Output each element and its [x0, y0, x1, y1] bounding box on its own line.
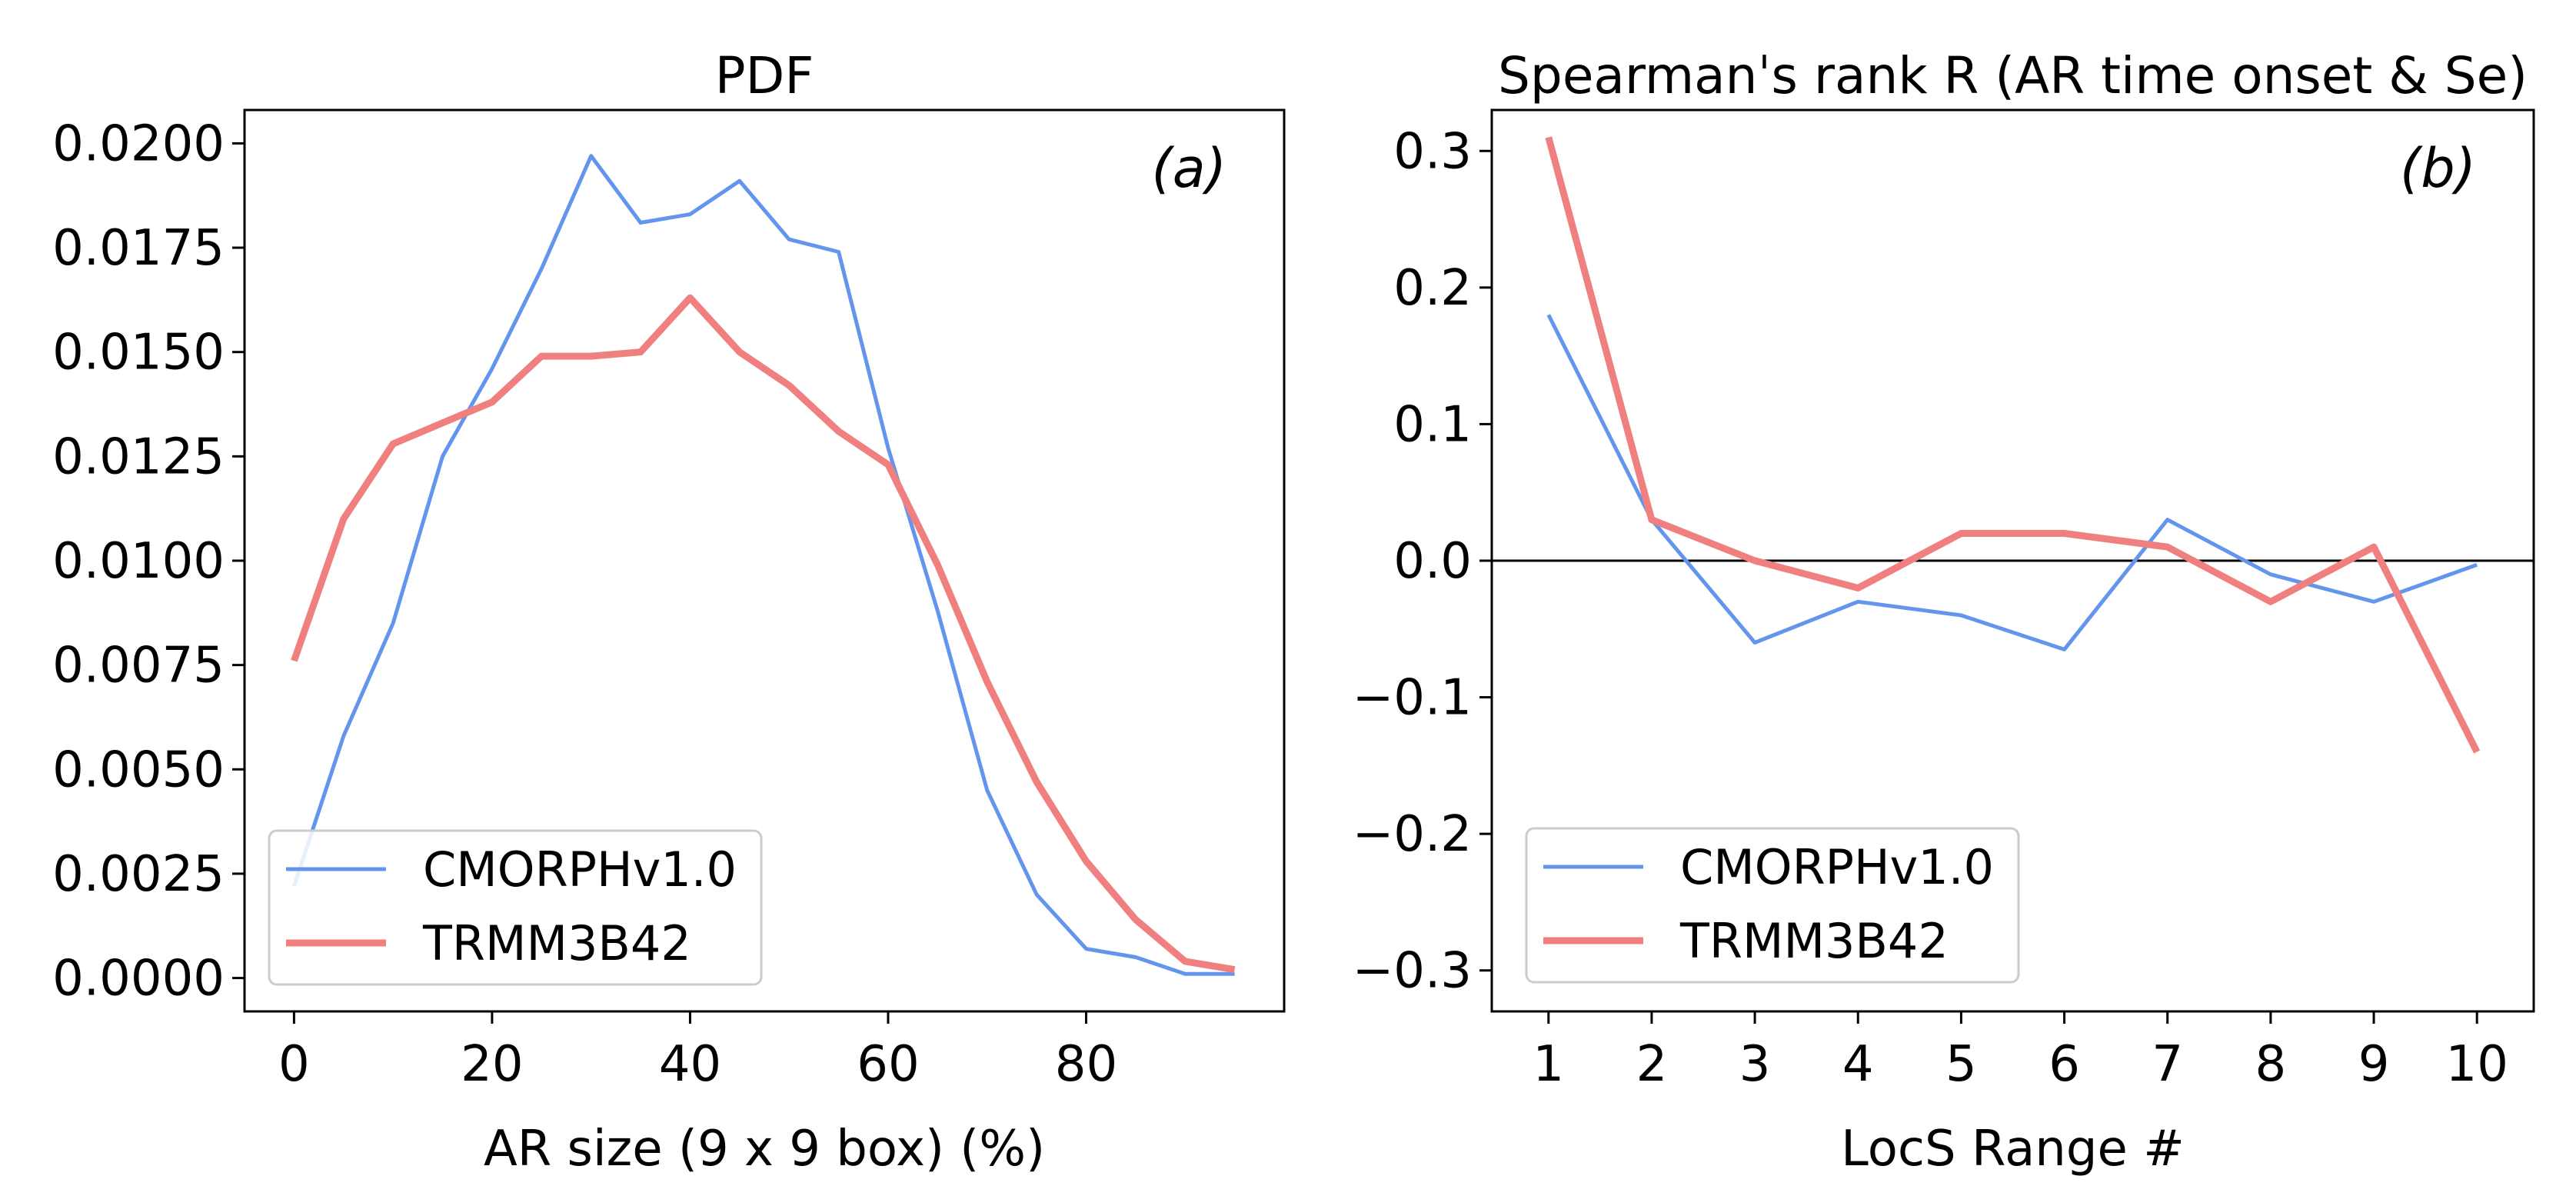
- x-tick-label: 2: [1636, 1036, 1668, 1093]
- y-tick-label: −0.1: [1353, 670, 1472, 727]
- y-tick-label: 0.0050: [52, 741, 225, 798]
- x-tick-label: 20: [461, 1036, 523, 1093]
- series-line-cmorphv1.0: [1546, 314, 2478, 651]
- legend-label: CMORPHv1.0: [1680, 839, 1994, 895]
- x-tick-label: 9: [2358, 1036, 2390, 1093]
- y-tick-label: 0.0100: [52, 533, 225, 590]
- y-tick-label: 0.0175: [52, 220, 225, 277]
- legend: CMORPHv1.0 TRMM3B42: [1525, 827, 2020, 984]
- y-tick-label: 0.2: [1393, 260, 1472, 317]
- y-tick-label: −0.2: [1353, 806, 1472, 863]
- y-tick-label: 0.0025: [52, 846, 225, 903]
- x-tick-label: 60: [857, 1036, 919, 1093]
- panel-a: 0 20 40 60 80 0.0000 0.0025 0.0050 0.0075 0.0100 0…: [52, 46, 1286, 1178]
- x-tick-label: 80: [1055, 1036, 1117, 1093]
- panel-tag: (a): [1151, 137, 1226, 200]
- legend-box: [268, 829, 763, 986]
- y-tick-label: 0.0150: [52, 325, 225, 381]
- x-axis-label: AR size (9 x 9 box) (%): [484, 1121, 1045, 1178]
- x-tick-label: 3: [1739, 1036, 1771, 1093]
- legend-label: CMORPHv1.0: [423, 841, 737, 898]
- x-tick-label: 40: [659, 1036, 721, 1093]
- y-tick-label: 0.0075: [52, 638, 225, 695]
- legend-box: [1525, 827, 2020, 984]
- x-tick-label: 8: [2255, 1036, 2287, 1093]
- y-tick-label: 0.0: [1393, 533, 1472, 590]
- legend-label: TRMM3B42: [1679, 913, 1949, 969]
- y-tick-label: 0.0200: [52, 115, 225, 172]
- chart-title: Spearmanˈs rank R (AR time onset & Se): [1498, 46, 2528, 105]
- y-tick-label: 0.1: [1393, 396, 1472, 453]
- legend: CMORPHv1.0 TRMM3B42: [268, 829, 763, 986]
- y-tick-label: 0.0000: [52, 951, 225, 1008]
- chart-title: PDF: [715, 46, 814, 105]
- x-axis-label: LocS Range #: [1841, 1121, 2185, 1178]
- x-tick-label: 7: [2152, 1036, 2183, 1093]
- panel-b: 1 2 3 4 5 6 7 8 9 10 −0.3 −0.2 −0.1 0.0 0.1 0.2 0.3 Spear…: [1353, 46, 2535, 1178]
- series-line-trmm3b42: [1545, 136, 2481, 754]
- x-tick-label: 1: [1533, 1036, 1564, 1093]
- x-tick-label: 5: [1945, 1036, 1977, 1093]
- y-tick-label: 0.3: [1393, 123, 1472, 180]
- series-line-cmorphv1.0: [292, 154, 1235, 976]
- x-tick-label: 6: [2048, 1036, 2080, 1093]
- legend-label: TRMM3B42: [422, 915, 691, 971]
- series-line-trmm3b42: [291, 294, 1236, 974]
- x-tick-label: 4: [1842, 1036, 1874, 1093]
- y-tick-label: 0.0125: [52, 428, 225, 485]
- y-tick-label: −0.3: [1353, 943, 1472, 1000]
- x-tick-label: 10: [2445, 1036, 2508, 1093]
- panel-tag: (b): [2400, 137, 2476, 200]
- x-tick-label: 0: [278, 1036, 310, 1093]
